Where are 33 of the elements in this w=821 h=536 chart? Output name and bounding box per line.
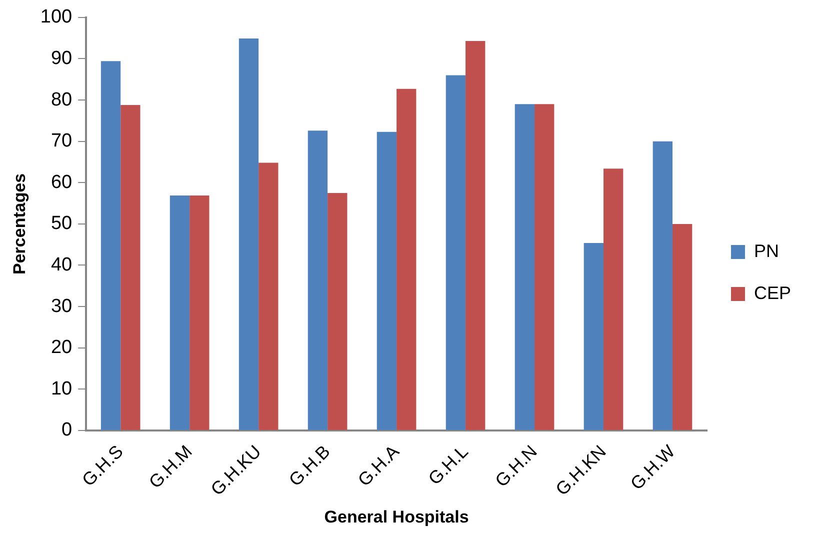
y-tick-label: 10 — [50, 378, 72, 400]
bar — [170, 195, 190, 430]
y-tick-label: 50 — [50, 213, 72, 234]
y-tick-label: 40 — [50, 254, 72, 276]
legend-label: CEP — [754, 282, 792, 303]
bar — [258, 162, 278, 430]
bar — [446, 75, 466, 430]
bar — [396, 88, 416, 430]
bar — [652, 141, 672, 430]
y-tick-label: 20 — [50, 337, 72, 358]
bar — [238, 38, 259, 430]
bar — [534, 104, 554, 430]
y-tick-label: 60 — [50, 172, 72, 193]
bar — [100, 61, 121, 430]
bar — [376, 132, 397, 430]
bar — [604, 168, 624, 430]
bar — [514, 104, 535, 430]
bar — [466, 40, 486, 430]
y-tick-label: 30 — [50, 296, 72, 317]
bar — [120, 104, 140, 430]
y-tick-label: 100 — [40, 6, 72, 28]
y-tick-label: 0 — [62, 420, 72, 441]
x-axis-title: General Hospitals — [324, 507, 469, 526]
bar — [584, 242, 604, 430]
y-tick-label: 80 — [50, 89, 72, 110]
bar — [190, 195, 210, 430]
y-tick-label: 70 — [50, 130, 72, 152]
y-axis-title: Percentages — [10, 173, 29, 275]
bar — [308, 130, 328, 430]
bar — [672, 224, 692, 430]
legend-label: PN — [754, 240, 780, 261]
bar — [328, 192, 348, 430]
y-tick-label: 90 — [50, 48, 72, 69]
